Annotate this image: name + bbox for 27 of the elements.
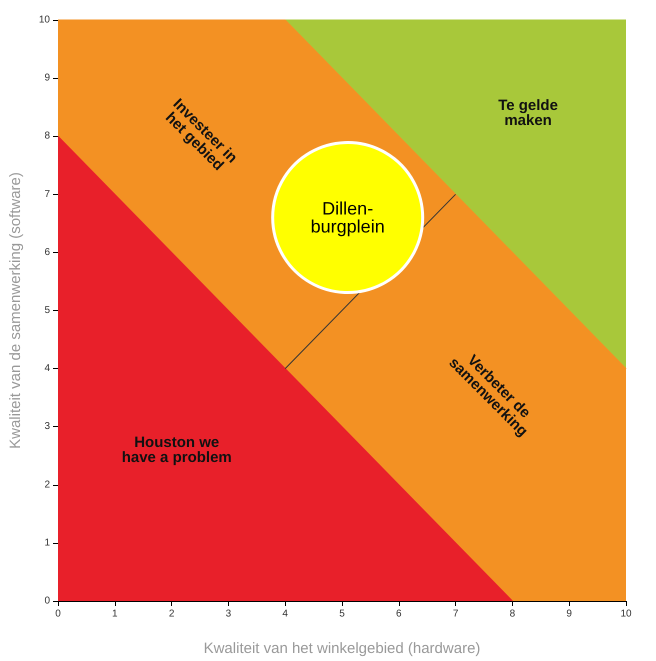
x-tick-label: 6 — [396, 608, 402, 620]
x-tick-label: 9 — [566, 608, 572, 620]
y-tick-label: 5 — [44, 305, 50, 316]
y-tick-label: 0 — [44, 596, 50, 606]
y-tick-label: 4 — [44, 363, 50, 374]
x-tick-label: 5 — [339, 608, 346, 620]
y-tick-label: 9 — [44, 72, 50, 84]
x-tick-label: 1 — [112, 608, 118, 620]
x-tick-label: 2 — [168, 608, 175, 620]
annotation: Te gelde maken — [498, 96, 558, 129]
x-tick-label: 0 — [55, 608, 62, 620]
y-tick-label: 8 — [44, 130, 50, 142]
y-tick-label: 2 — [44, 479, 50, 490]
series-label: Dillen-burgplein — [310, 198, 385, 237]
y-tick-label: 7 — [44, 188, 50, 200]
y-tick-label: 10 — [38, 14, 50, 26]
x-axis-title: Kwaliteit van het winkelgebied (hardware) — [204, 640, 480, 657]
x-tick-label: 4 — [282, 608, 288, 620]
y-tick-label: 1 — [44, 537, 50, 548]
annotation: Houston we have a problem — [122, 434, 232, 466]
y-axis-title: Kwaliteit van de samenwerking (software) — [7, 172, 24, 449]
y-tick-label: 6 — [44, 246, 50, 258]
x-tick-label: 3 — [226, 608, 232, 620]
x-tick-label: 7 — [452, 608, 459, 620]
x-tick-label: 8 — [510, 608, 516, 620]
x-tick-label: 10 — [620, 608, 632, 620]
y-tick-label: 3 — [44, 421, 50, 432]
